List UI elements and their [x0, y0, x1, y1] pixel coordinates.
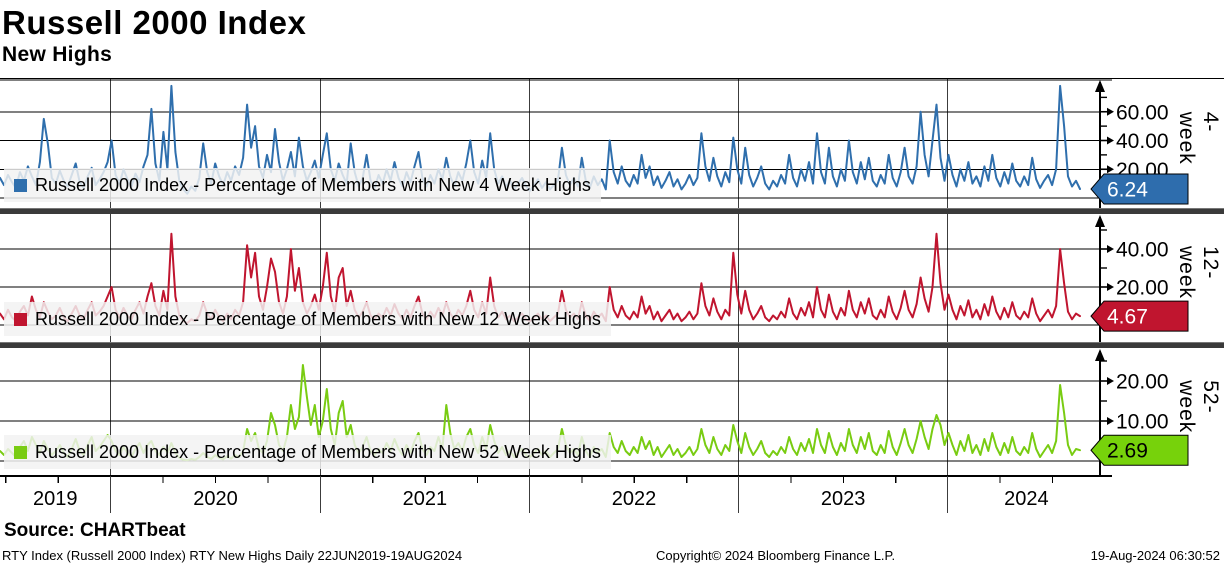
year-label: 2019 [33, 488, 78, 510]
tick-arrow-icon [1107, 283, 1114, 291]
tick-arrow-icon [1107, 245, 1114, 253]
tick-arrow-icon [1107, 417, 1114, 425]
axis-up-arrow-icon [1095, 215, 1105, 227]
y-tick-label: 40.00 [1116, 239, 1169, 262]
y-tick-label: 40.00 [1116, 130, 1169, 153]
y-tick-label: 20.00 [1116, 371, 1169, 394]
footer-ticker-info: RTY Index (Russell 2000 Index) RTY New H… [2, 548, 463, 563]
footer-timestamp: 19-Aug-2024 06:30:52 [1090, 548, 1220, 563]
legend-swatch-icon [14, 312, 27, 326]
tick-arrow-icon [1107, 377, 1114, 385]
legend: Russell 2000 Index - Percentage of Membe… [4, 435, 611, 469]
legend: Russell 2000 Index - Percentage of Membe… [4, 302, 611, 336]
year-label: 2022 [612, 488, 657, 510]
legend-label: Russell 2000 Index - Percentage of Membe… [35, 174, 591, 195]
chart-subtitle: New Highs [2, 43, 113, 67]
x-axis-grid [0, 475, 1112, 513]
year-label: 2021 [403, 488, 448, 510]
y-axis: 20.00 10.00 [1095, 349, 1169, 475]
panel-axis-label: 12-week [1175, 246, 1222, 300]
y-tick-label: 10.00 [1116, 411, 1169, 434]
last-value-badge: 4.67 [1090, 300, 1189, 332]
footer-copyright: Copyright© 2024 Bloomberg Finance L.P. [656, 548, 896, 563]
year-label: 2023 [821, 488, 866, 510]
tick-arrow-icon [1107, 165, 1114, 174]
panel-4-week: 60.00 40.00 20.00 6.24 Russell 2000 Index -… [0, 78, 1224, 208]
panel-separator [0, 208, 1224, 214]
panel-separator [0, 342, 1224, 348]
legend: Russell 2000 Index - Percentage of Membe… [4, 168, 601, 202]
source-label: Source: CHARTbeat [4, 520, 186, 541]
axis-up-arrow-icon [1095, 349, 1105, 361]
chart-title: Russell 2000 Index [2, 4, 307, 41]
y-tick-label: 60.00 [1116, 101, 1169, 124]
tick-arrow-icon [1107, 136, 1114, 145]
year-label: 2024 [1004, 488, 1049, 510]
chart-area: 60.00 40.00 20.00 6.24 Russell 2000 Index -… [0, 78, 1224, 542]
panel-axis-label: 4-week [1175, 111, 1222, 165]
footer: RTY Index (Russell 2000 Index) RTY New H… [0, 548, 1224, 564]
legend-label: Russell 2000 Index - Percentage of Membe… [35, 441, 601, 462]
legend-label: Russell 2000 Index - Percentage of Membe… [35, 308, 601, 329]
legend-swatch-icon [14, 445, 27, 459]
year-label: 2020 [193, 488, 238, 510]
x-axis: 2019 2020 2021 2022 2023 2024 [0, 475, 1224, 517]
panel-axis-label: 52-week [1175, 379, 1222, 433]
last-value-text: 6.24 [1107, 179, 1148, 202]
axis-up-arrow-icon [1095, 80, 1105, 92]
panel-52-week: 20.00 10.00 2.69 Russell 2000 Index - Perc… [0, 348, 1224, 475]
last-value-badge: 6.24 [1090, 173, 1189, 205]
panel-12-week: 40.00 20.00 4.67 Russell 2000 Index - Perc… [0, 214, 1224, 342]
last-value-text: 4.67 [1107, 306, 1148, 329]
y-tick-label: 20.00 [1116, 277, 1169, 300]
tick-arrow-icon [1107, 107, 1114, 116]
last-value-text: 2.69 [1107, 440, 1148, 463]
x-axis-svg: 2019 2020 2021 2022 2023 2024 [0, 475, 1112, 513]
chart-header: Russell 2000 Index New Highs [0, 0, 1224, 67]
last-value-badge: 2.69 [1090, 434, 1189, 466]
legend-swatch-icon [14, 178, 27, 192]
